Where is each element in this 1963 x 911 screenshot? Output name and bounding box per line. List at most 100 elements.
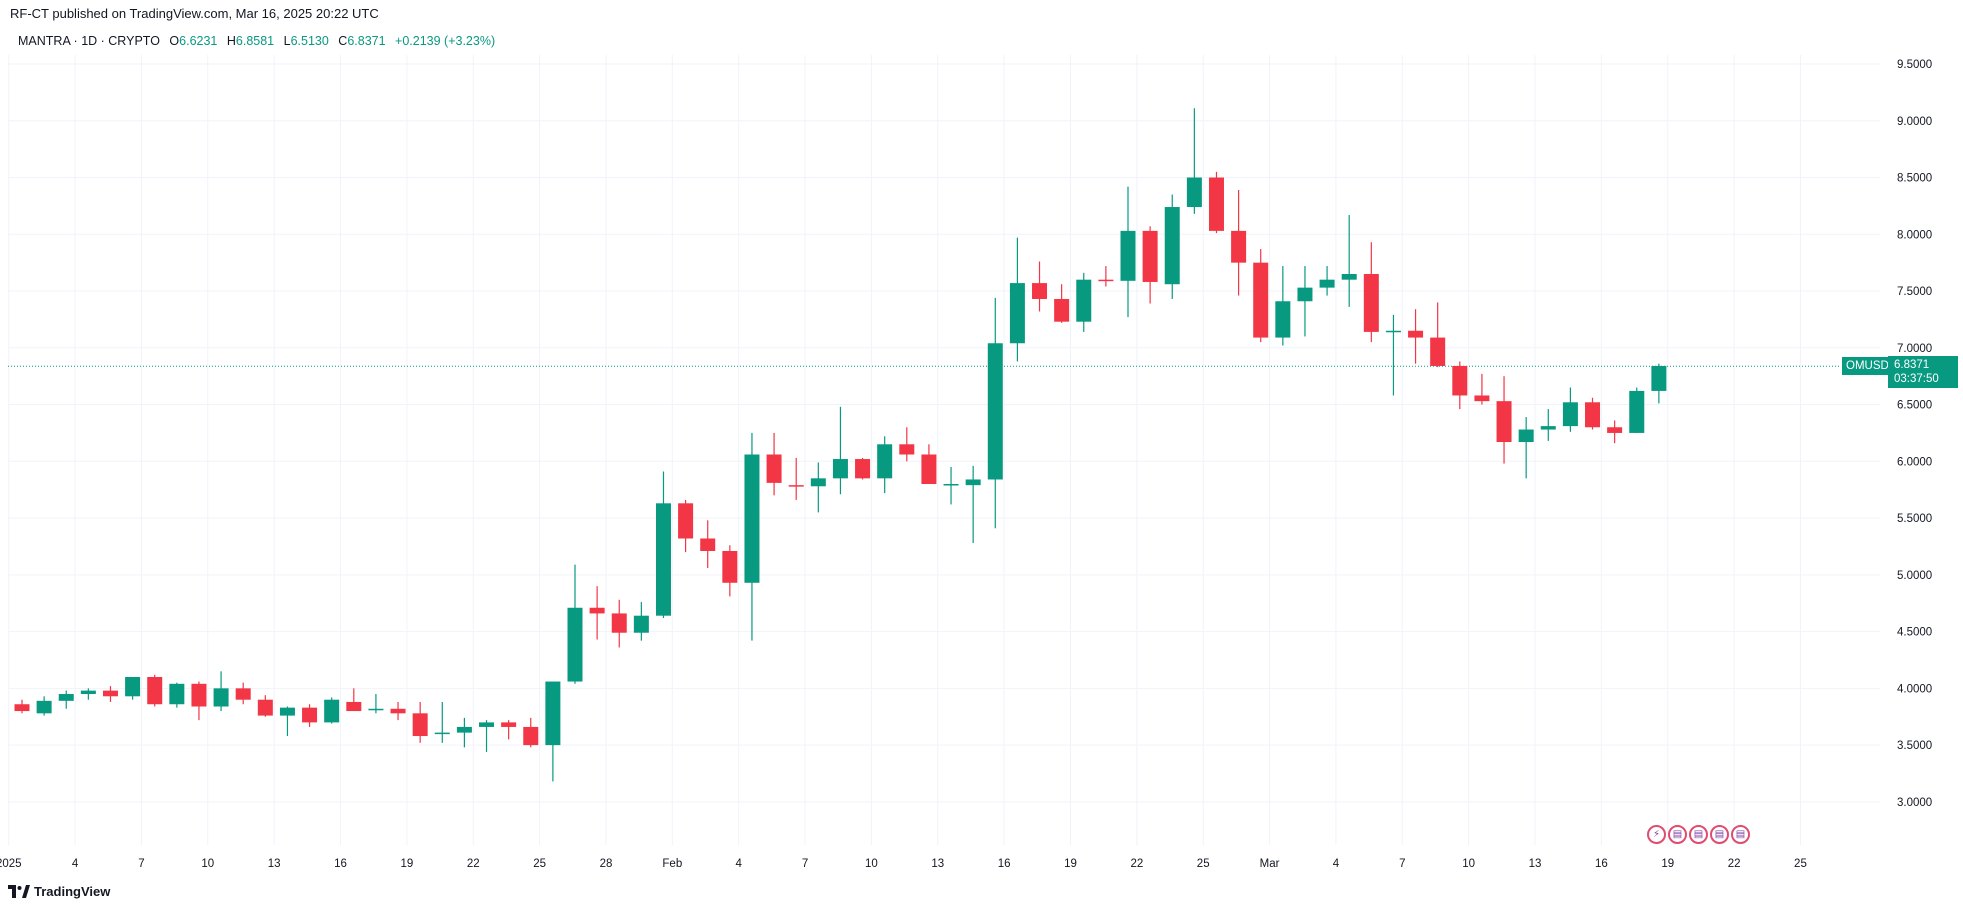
candle-body [1009,283,1025,344]
candle-body [1120,230,1136,281]
x-tick-label: 4 [735,858,742,870]
x-tick-label: 7 [1399,858,1405,870]
x-tick-label: 19 [1661,858,1674,870]
y-tick-label: 6.5000 [1897,400,1932,412]
y-tick-label: 4.0000 [1897,683,1932,695]
candle-body [80,690,96,695]
us-flag-icon[interactable]: ▤ [1668,825,1687,844]
candle-body [877,444,893,479]
candle-body [545,681,561,746]
event-markers[interactable]: ⚡ ▤ ▤ ▤ ▤ [1647,825,1750,844]
footer: TradingView [8,884,110,899]
candle-body [1032,283,1048,299]
last-price-value: 6.8371 [1894,359,1930,372]
us-flag-icon[interactable]: ▤ [1710,825,1729,844]
candle-body [1540,426,1556,430]
candle-body [346,701,362,712]
y-tick-label: 6.0000 [1897,456,1932,468]
candle-body [1430,337,1446,366]
y-tick-label: 5.0000 [1897,570,1932,582]
y-tick-label: 3.5000 [1897,740,1932,752]
candle-body [567,607,583,682]
candle-body [257,699,273,716]
x-tick-label: 4 [72,858,79,870]
high-label: H [226,34,236,48]
x-tick-label: 2025 [0,858,22,870]
candle-body [965,479,981,486]
candle-body [1496,401,1512,443]
candle-body [1518,429,1534,443]
us-flag-icon[interactable]: ▤ [1731,825,1750,844]
candle-body [1076,279,1092,322]
y-tick-label: 9.0000 [1897,116,1932,128]
x-tick-label: 19 [400,858,413,870]
candle-body [810,478,826,487]
candle-body [235,688,251,700]
candle-body [1142,230,1158,282]
x-tick-label: 22 [1130,858,1143,870]
x-tick-label: 4 [1333,858,1340,870]
tradingview-logo-icon [8,884,30,898]
us-flag-icon[interactable]: ▤ [1689,825,1708,844]
x-tick-label: 13 [931,858,944,870]
x-tick-label: 22 [1728,858,1741,870]
x-tick-label: 10 [865,858,878,870]
candle-body [855,459,871,479]
candle-body [501,722,517,727]
x-tick-label: 16 [998,858,1011,870]
candle-body [1208,177,1224,231]
candle-body [169,683,185,705]
candle-body [1585,402,1601,428]
candle-body [523,726,539,746]
x-tick-label: 25 [533,858,546,870]
candle-body [191,683,207,707]
y-tick-label: 3.0000 [1897,797,1932,809]
candle-body [1164,207,1180,285]
candle-body [1474,395,1490,402]
candle-body [899,444,915,455]
lightning-icon[interactable]: ⚡ [1647,825,1666,844]
candle-body [943,484,959,486]
candle-body [1231,230,1247,263]
y-tick-label: 8.5000 [1897,173,1932,185]
x-tick-label: 25 [1197,858,1210,870]
symbol-price-tag: OMUSD [1842,357,1893,376]
symbol-label: MANTRA · 1D · CRYPTO [18,34,160,48]
x-tick-label: 22 [467,858,480,870]
y-tick-label: 4.5000 [1897,627,1932,639]
candle-body [987,343,1003,480]
x-tick-label: 16 [334,858,347,870]
x-tick-label: 13 [268,858,281,870]
x-tick-label: 25 [1794,858,1807,870]
candle-body [611,613,627,633]
candle-body [1319,279,1335,288]
y-tick-label: 8.0000 [1897,229,1932,241]
candle-body [1408,330,1424,338]
low-label: L [283,34,291,48]
candle-body [1098,279,1114,282]
x-tick-label: 7 [138,858,144,870]
candle-body [655,503,671,616]
candle-body [1186,177,1202,208]
y-tick-label: 7.5000 [1897,286,1932,298]
candle-body [147,676,163,705]
candle-body [633,615,649,633]
close-value: 6.8371 [347,34,386,48]
candle-body [1385,330,1401,333]
close-label: C [338,34,348,48]
x-tick-label: Feb [662,858,682,870]
candle-body [368,708,384,711]
candle-body [1629,390,1645,433]
candle-body [788,485,804,487]
candle-body [1253,262,1269,338]
candle-body [279,707,295,716]
low-value: 6.5130 [290,34,329,48]
candle-body [1651,365,1667,391]
last-price-tag: 6.8371 03:37:50 [1888,356,1958,389]
y-tick-label: 5.5000 [1897,513,1932,525]
open-value: 6.6231 [179,34,218,48]
candle-body [1607,427,1623,433]
open-label: O [169,34,180,48]
publisher-caption: RF-CT published on TradingView.com, Mar … [10,6,379,21]
